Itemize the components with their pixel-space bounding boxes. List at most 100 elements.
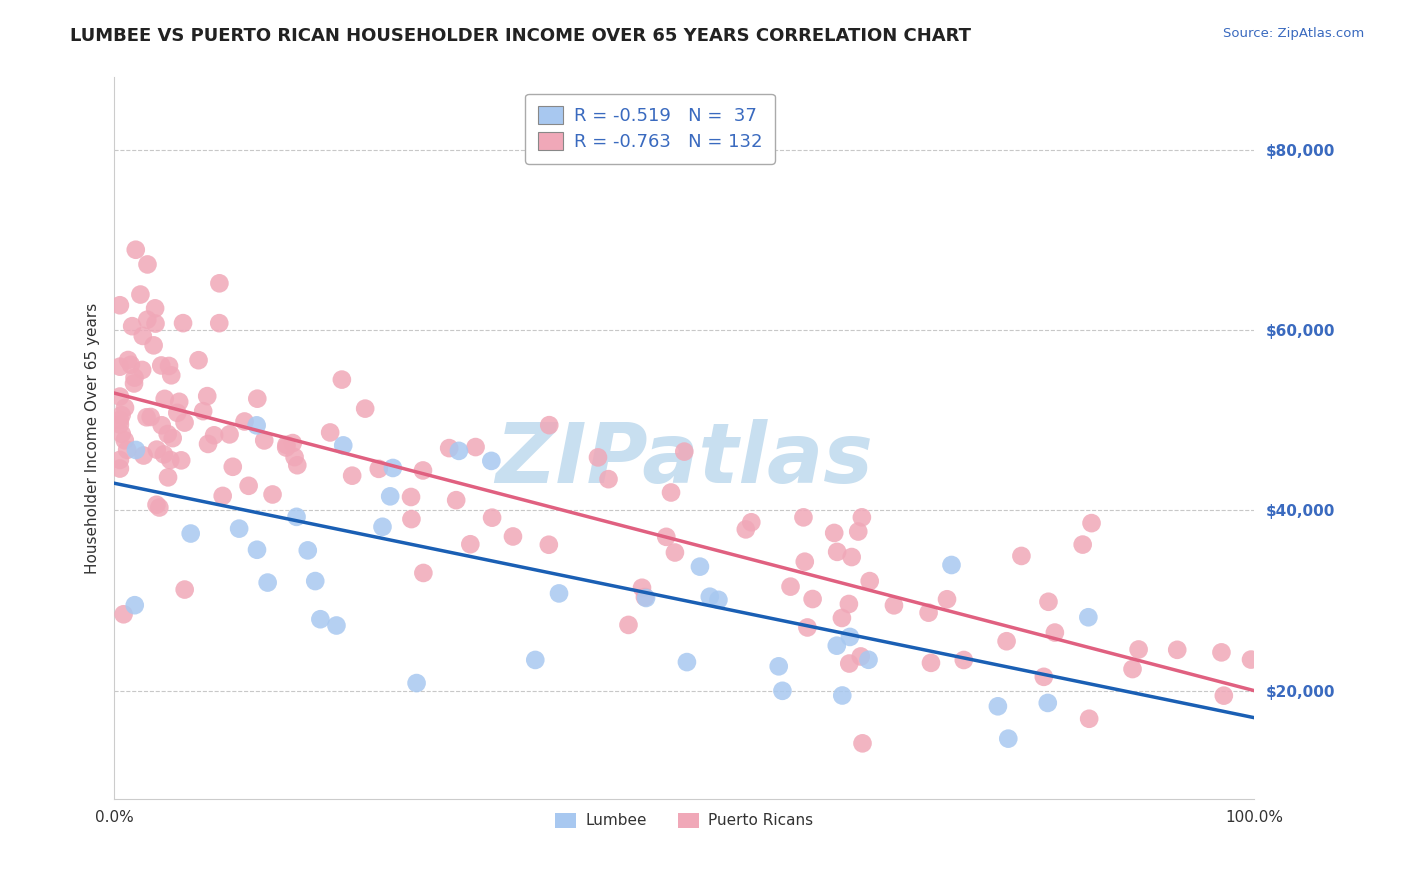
Point	[851, 510, 873, 524]
Point	[143, 301, 166, 316]
Point	[524, 653, 547, 667]
Point	[108, 413, 131, 427]
Point	[920, 656, 942, 670]
Point	[838, 657, 860, 671]
Point	[676, 655, 699, 669]
Legend: Lumbee, Puerto Ricans: Lumbee, Puerto Ricans	[548, 806, 820, 835]
Point	[153, 447, 176, 461]
Point	[125, 442, 148, 457]
Point	[108, 461, 131, 475]
Point	[256, 575, 278, 590]
Point	[831, 611, 853, 625]
Point	[148, 500, 170, 515]
Point	[399, 490, 422, 504]
Point	[142, 338, 165, 352]
Point	[191, 404, 214, 418]
Point	[412, 463, 434, 477]
Point	[412, 566, 434, 580]
Point	[122, 376, 145, 391]
Point	[135, 410, 157, 425]
Point	[1080, 516, 1102, 530]
Point	[262, 487, 284, 501]
Point	[1166, 642, 1188, 657]
Point	[153, 392, 176, 406]
Point	[131, 363, 153, 377]
Point	[936, 592, 959, 607]
Point	[997, 731, 1019, 746]
Point	[108, 298, 131, 312]
Text: ZIPatlas: ZIPatlas	[495, 419, 873, 500]
Point	[838, 630, 860, 644]
Point	[172, 316, 194, 330]
Point	[180, 526, 202, 541]
Point	[160, 368, 183, 383]
Point	[195, 389, 218, 403]
Point	[537, 538, 560, 552]
Point	[655, 530, 678, 544]
Point	[319, 425, 342, 440]
Point	[108, 453, 131, 467]
Point	[883, 599, 905, 613]
Point	[354, 401, 377, 416]
Point	[464, 440, 486, 454]
Point	[707, 592, 730, 607]
Point	[114, 401, 136, 415]
Point	[444, 493, 467, 508]
Point	[285, 509, 308, 524]
Point	[129, 287, 152, 301]
Point	[1036, 696, 1059, 710]
Point	[538, 418, 561, 433]
Point	[136, 257, 159, 271]
Point	[631, 581, 654, 595]
Point	[548, 586, 571, 600]
Point	[145, 442, 167, 457]
Point	[246, 418, 269, 433]
Point	[253, 434, 276, 448]
Text: LUMBEE VS PUERTO RICAN HOUSEHOLDER INCOME OVER 65 YEARS CORRELATION CHART: LUMBEE VS PUERTO RICAN HOUSEHOLDER INCOM…	[70, 27, 972, 45]
Point	[124, 370, 146, 384]
Point	[170, 453, 193, 467]
Point	[121, 319, 143, 334]
Point	[208, 316, 231, 330]
Point	[222, 459, 245, 474]
Point	[481, 510, 503, 524]
Point	[823, 525, 845, 540]
Point	[304, 574, 326, 588]
Point	[460, 537, 482, 551]
Point	[586, 450, 609, 465]
Point	[284, 450, 307, 464]
Point	[371, 520, 394, 534]
Point	[325, 618, 347, 632]
Point	[112, 607, 135, 622]
Point	[598, 472, 620, 486]
Point	[108, 390, 131, 404]
Point	[952, 653, 974, 667]
Point	[405, 676, 427, 690]
Point	[145, 498, 167, 512]
Point	[1010, 549, 1032, 563]
Point	[1071, 538, 1094, 552]
Point	[1032, 670, 1054, 684]
Point	[664, 545, 686, 559]
Point	[367, 462, 389, 476]
Point	[437, 441, 460, 455]
Point	[132, 449, 155, 463]
Point	[1240, 652, 1263, 666]
Point	[770, 683, 793, 698]
Point	[218, 427, 240, 442]
Point	[281, 436, 304, 450]
Point	[340, 468, 363, 483]
Point	[502, 529, 524, 543]
Point	[851, 736, 873, 750]
Point	[659, 485, 682, 500]
Point	[634, 590, 657, 604]
Point	[111, 426, 134, 441]
Point	[167, 394, 190, 409]
Point	[699, 590, 721, 604]
Point	[831, 689, 853, 703]
Point	[125, 243, 148, 257]
Point	[233, 415, 256, 429]
Point	[309, 612, 332, 626]
Point	[111, 408, 134, 422]
Point	[136, 312, 159, 326]
